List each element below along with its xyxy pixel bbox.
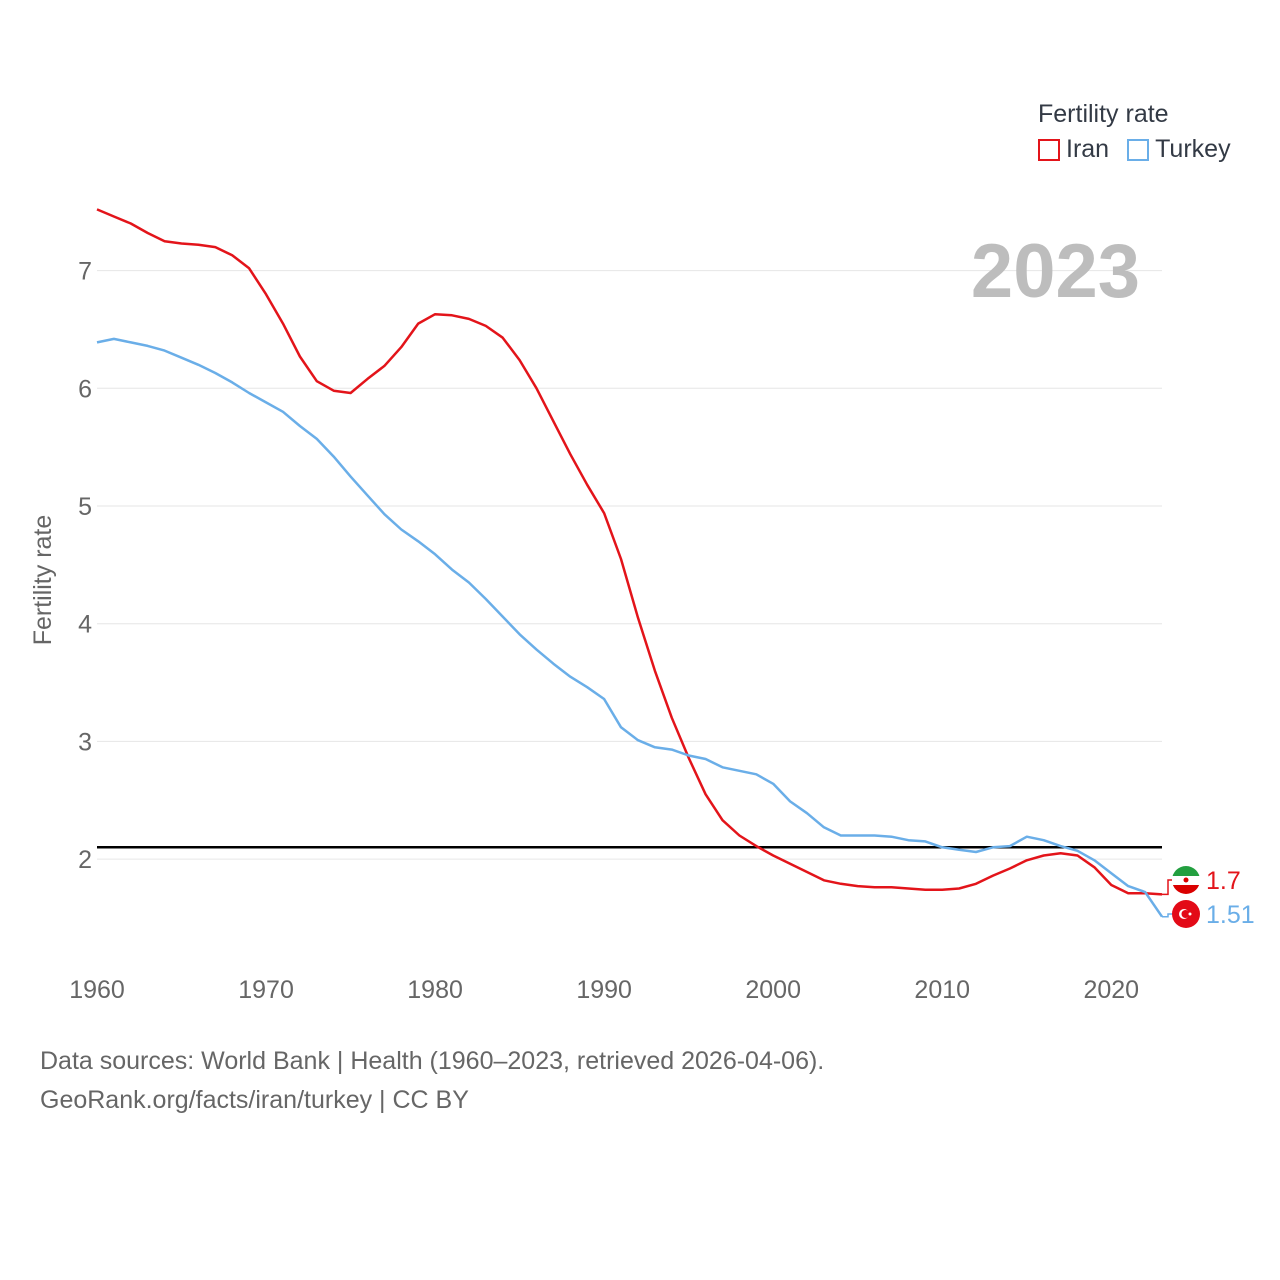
footer: Data sources: World Bank | Health (1960–…	[40, 1042, 824, 1120]
y-tick-label: 5	[78, 493, 92, 521]
legend-swatch-iran	[1038, 138, 1060, 161]
y-tick-label: 6	[78, 375, 92, 403]
attribution-link[interactable]: GeoRank.org/facts/iran/turkey | CC BY	[40, 1086, 469, 1114]
data-sources: Data sources: World Bank | Health (1960–…	[40, 1047, 825, 1075]
y-axis-label: Fertility rate	[29, 515, 57, 646]
y-tick-label: 7	[78, 258, 92, 286]
x-tick-label: 1970	[238, 976, 294, 1004]
legend-label-turkey: Turkey	[1155, 135, 1231, 163]
y-tick-label: 2	[78, 846, 92, 874]
legend-title: Fertility rate	[1038, 100, 1169, 128]
legend-label-iran: Iran	[1066, 135, 1110, 163]
end-markers: 1.7 1.51	[1162, 866, 1255, 929]
x-tick-label: 2000	[745, 976, 801, 1004]
series-line-turkey[interactable]	[96, 337, 1164, 918]
series-lines	[96, 208, 1164, 918]
legend-item-turkey[interactable]: Turkey	[1127, 135, 1231, 164]
current-year: 2023	[970, 229, 1140, 314]
turkey-flag-icon	[1172, 900, 1200, 928]
x-tick-label: 1990	[576, 976, 632, 1004]
end-value-label-turkey: 1.51	[1206, 901, 1255, 929]
gridlines	[97, 270, 1162, 860]
end-connector-turkey	[1162, 913, 1172, 918]
x-tick-label: 2010	[914, 976, 970, 1004]
iran-flag-icon	[1172, 866, 1200, 894]
y-tick-label: 4	[78, 611, 92, 639]
y-tick-label: 3	[78, 728, 92, 756]
x-tick-label: 1960	[69, 976, 125, 1004]
legend-swatch-turkey	[1127, 138, 1150, 161]
legend: Fertility rate Iran Turkey	[1038, 100, 1249, 164]
x-tick-label: 1980	[407, 976, 463, 1004]
end-connector-iran	[1162, 879, 1172, 896]
legend-item-iran[interactable]: Iran	[1038, 135, 1109, 164]
x-tick-label: 2020	[1083, 976, 1139, 1004]
y-tick-labels: 2 3 4 5 6 7	[78, 258, 92, 874]
end-value-label-iran: 1.7	[1206, 867, 1241, 895]
x-tick-labels: 1960 1970 1980 1990 2000 2010 2020	[69, 976, 1139, 1004]
series-line-iran[interactable]	[96, 208, 1163, 896]
